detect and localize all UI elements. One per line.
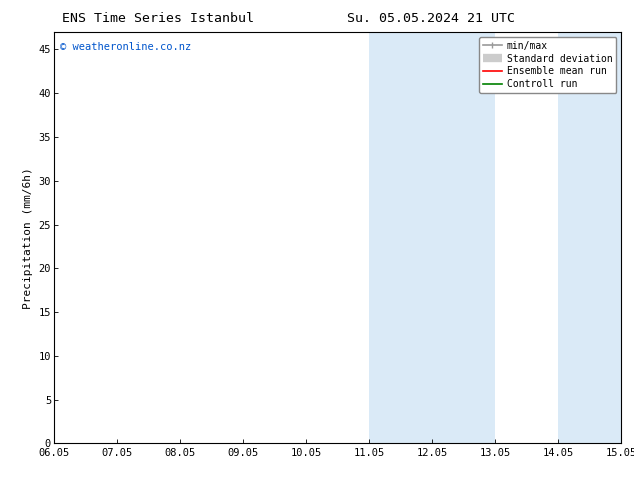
Y-axis label: Precipitation (mm/6h): Precipitation (mm/6h) <box>23 167 33 309</box>
Bar <box>559 32 621 443</box>
Text: © weatheronline.co.nz: © weatheronline.co.nz <box>60 42 191 52</box>
Text: Su. 05.05.2024 21 UTC: Su. 05.05.2024 21 UTC <box>347 12 515 25</box>
Legend: min/max, Standard deviation, Ensemble mean run, Controll run: min/max, Standard deviation, Ensemble me… <box>479 37 616 93</box>
Text: ENS Time Series Istanbul: ENS Time Series Istanbul <box>63 12 254 25</box>
Bar <box>369 32 495 443</box>
